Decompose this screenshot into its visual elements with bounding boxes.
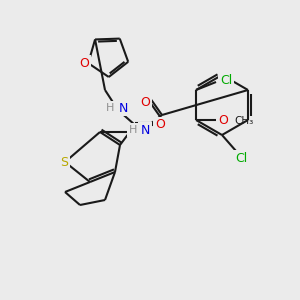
Text: H: H bbox=[106, 103, 114, 113]
Text: CH₃: CH₃ bbox=[234, 116, 253, 126]
Text: N: N bbox=[140, 124, 150, 136]
Text: N: N bbox=[118, 101, 128, 115]
Text: Cl: Cl bbox=[220, 74, 232, 86]
Text: O: O bbox=[140, 97, 150, 110]
Text: O: O bbox=[218, 113, 228, 127]
Text: S: S bbox=[60, 155, 68, 169]
Text: O: O bbox=[155, 118, 165, 131]
Text: Cl: Cl bbox=[235, 152, 247, 164]
Text: O: O bbox=[79, 57, 89, 70]
Text: H: H bbox=[129, 125, 137, 135]
